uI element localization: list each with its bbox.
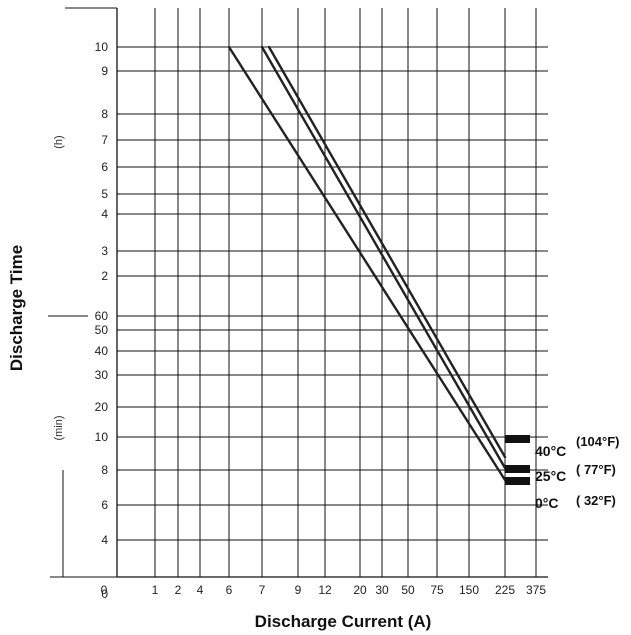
x-tick-label: 4: [197, 583, 204, 597]
y-tick-label: 8: [101, 107, 108, 121]
x-tick-label: 0: [101, 583, 108, 597]
x-tick-label: 150: [459, 583, 479, 597]
x-tick-label: 7: [259, 583, 266, 597]
y-tick-label: 6: [101, 498, 108, 512]
y-tick-label: 5: [101, 187, 108, 201]
series-line: [227, 45, 507, 482]
y-tick-label: 4: [101, 533, 108, 547]
series-label-fahrenheit: ( 77°F): [576, 462, 616, 477]
series-label-fahrenheit: ( 32°F): [576, 493, 616, 508]
y-tick-label: 9: [101, 64, 108, 78]
y-tick-label: 4: [101, 207, 108, 221]
y-tick-label: 10: [95, 430, 109, 444]
x-tick-label: 9: [295, 583, 302, 597]
x-tick-label: 375: [526, 583, 546, 597]
x-axis-title: Discharge Current (A): [255, 612, 432, 631]
series-label-fahrenheit: (104°F): [576, 434, 620, 449]
chart-series-lines: [227, 45, 507, 482]
series-label-celsius: 25°C: [535, 468, 566, 484]
y-tick-label: 0: [101, 587, 108, 601]
y-tick-label: 30: [95, 368, 109, 382]
series-label-celsius: 40°C: [535, 443, 566, 459]
x-tick-label: 75: [430, 583, 444, 597]
y-tick-label: 6: [101, 160, 108, 174]
chart-labels: 0 1 2 4 6 7 9 12 20 30 50 75 150 225 37510987654326050…: [95, 40, 620, 601]
x-tick-label: 30: [375, 583, 389, 597]
chart-series-markers: [505, 435, 530, 485]
y-tick-label: 40: [95, 344, 109, 358]
y-tick-label: 50: [95, 323, 109, 337]
y-tick-label: 7: [101, 133, 108, 147]
series-end-marker: [505, 477, 530, 485]
series-label-celsius: 0°C: [535, 495, 559, 511]
y-unit-minutes: (min): [53, 415, 65, 440]
y-tick-label: 2: [101, 269, 108, 283]
y-tick-label: 60: [95, 309, 109, 323]
x-tick-label: 2: [175, 583, 182, 597]
series-line: [267, 45, 507, 459]
x-tick-label: 50: [401, 583, 415, 597]
x-tick-label: 20: [353, 583, 367, 597]
y-unit-hours: (h): [53, 135, 65, 148]
series-end-marker: [505, 465, 530, 473]
x-tick-label: 6: [226, 583, 233, 597]
y-tick-label: 3: [101, 244, 108, 258]
x-tick-label: 12: [318, 583, 332, 597]
x-tick-label: 1: [152, 583, 159, 597]
y-tick-label: 20: [95, 400, 109, 414]
y-tick-label: 8: [101, 463, 108, 477]
x-tick-label: 225: [495, 583, 515, 597]
chart-grid: [48, 7, 548, 578]
series-line: [260, 45, 507, 470]
y-axis-title: Discharge Time: [7, 245, 26, 371]
y-tick-label: 10: [95, 40, 109, 54]
series-end-marker: [505, 435, 530, 443]
